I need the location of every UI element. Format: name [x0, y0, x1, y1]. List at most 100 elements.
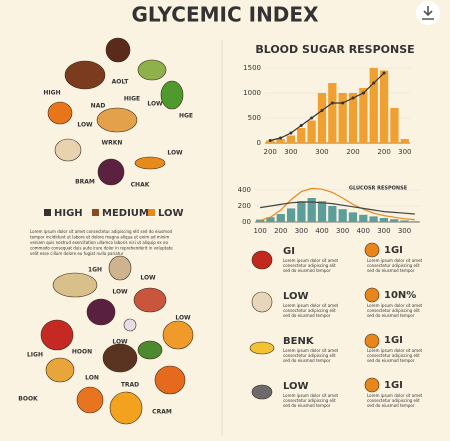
food-label: LOW [147, 101, 163, 108]
y-tick-label: 00 [242, 218, 251, 226]
x-tick-label: 100 [253, 227, 266, 235]
x-tick-label: 200 [377, 148, 390, 156]
row-text: sed do eiusmod tempor [283, 358, 331, 363]
x-tick-label: 200 [346, 148, 359, 156]
bar [286, 208, 296, 222]
bar [369, 68, 378, 143]
row-heading: LOW [283, 291, 309, 302]
food-label: LIGH [27, 352, 43, 359]
bar [379, 218, 389, 222]
row-text: sed do eiusmod tempor [367, 403, 415, 408]
food-illustration [97, 158, 125, 186]
row-heading: 1GI [384, 245, 403, 256]
food-illustration [86, 298, 116, 326]
row-heading: BENK [283, 336, 315, 347]
row-text: sed do eiusmod tempor [367, 313, 415, 318]
row-text: sed do eiusmod tempor [367, 268, 415, 273]
food-label: WRKN [102, 140, 123, 147]
food-illustration [105, 37, 131, 63]
food-label: LON [85, 375, 99, 382]
food-illustration [108, 255, 132, 281]
food-illustration [251, 384, 273, 400]
food-illustration [40, 319, 74, 351]
food-illustration [96, 107, 138, 133]
row-text: Lorem ipsum dolor sit amet [283, 348, 339, 353]
bar [348, 212, 358, 222]
legend-label: MEDIUM [102, 208, 149, 219]
bar [297, 201, 306, 222]
x-tick-label: 200 [263, 148, 276, 156]
food-illustration [154, 365, 186, 395]
food-label: AOLT [112, 79, 130, 86]
download-icon[interactable] [422, 6, 434, 20]
bar [286, 135, 296, 143]
title: GLYCEMIC INDEX [131, 3, 319, 27]
line-point [289, 131, 293, 135]
food-label: LOW [140, 275, 156, 282]
food-label: 1GH [88, 267, 102, 274]
food-label: BOOK [18, 396, 38, 403]
download-button[interactable] [416, 1, 440, 25]
food-label: LOW [77, 122, 93, 129]
paragraph-line: velit esse cillum dolore eu fugiat nulla… [30, 251, 124, 256]
row-text: Lorem ipsum dolor sit amet [367, 258, 423, 263]
row-text: sed do eiusmod tempor [283, 403, 331, 408]
line-point [372, 81, 376, 85]
food-label: HIGH [43, 90, 60, 97]
x-tick-label: 300 [315, 148, 328, 156]
row-text: consectetur adipiscing elit [283, 263, 336, 268]
food-label: LOW [112, 289, 128, 296]
bar [359, 214, 368, 222]
y-tick-label: 200 [238, 202, 251, 210]
x-tick-label: 200 [274, 227, 287, 235]
row-text: consectetur adipiscing elit [367, 308, 420, 313]
x-tick-label: 400 [315, 227, 328, 235]
line-point [310, 116, 314, 120]
row-text: consectetur adipiscing elit [367, 263, 420, 268]
food-illustration [249, 341, 275, 355]
y-tick-label: 500 [248, 114, 261, 122]
food-label: NAD [91, 103, 106, 110]
bar [328, 206, 337, 222]
row-heading: 10N% [384, 290, 416, 301]
bar [317, 201, 327, 222]
food-illustration [45, 357, 75, 383]
food-illustration [54, 138, 82, 162]
food-illustration [47, 101, 73, 125]
bar [256, 219, 265, 222]
food-illustration [64, 60, 106, 90]
row-text: consectetur adipiscing elit [283, 398, 336, 403]
food-illustration [364, 377, 380, 393]
bar [390, 108, 399, 143]
x-tick-label: 300 [336, 227, 349, 235]
row-text: Lorem ipsum dolor sit amet [367, 348, 423, 353]
food-label: CRAM [152, 409, 172, 416]
line-point [268, 139, 272, 142]
bar [369, 216, 378, 222]
legend-swatch [148, 209, 155, 216]
line [259, 187, 415, 221]
y-tick-label: 1000 [243, 89, 261, 97]
legend-label: LOW [158, 208, 184, 219]
line-point [299, 124, 303, 127]
food-label: LOW [112, 339, 128, 346]
row-text: consectetur adipiscing elit [367, 353, 420, 358]
line [260, 201, 415, 215]
row-heading: GI [283, 246, 295, 257]
chart-title: BLOOD SUGAR RESPONSE [255, 43, 414, 56]
bar [348, 93, 358, 143]
bar [266, 217, 275, 222]
bar [317, 93, 327, 143]
line-point [330, 101, 334, 105]
row-heading: 1GI [384, 335, 403, 346]
food-illustration [251, 291, 273, 313]
food-illustration [133, 287, 167, 313]
food-illustration [137, 340, 163, 360]
food-illustration [162, 320, 194, 350]
bar [400, 139, 409, 143]
food-illustration [251, 250, 273, 270]
food-illustration [160, 80, 184, 110]
line-point [351, 96, 355, 100]
line-point [341, 101, 345, 105]
bar [297, 128, 306, 143]
